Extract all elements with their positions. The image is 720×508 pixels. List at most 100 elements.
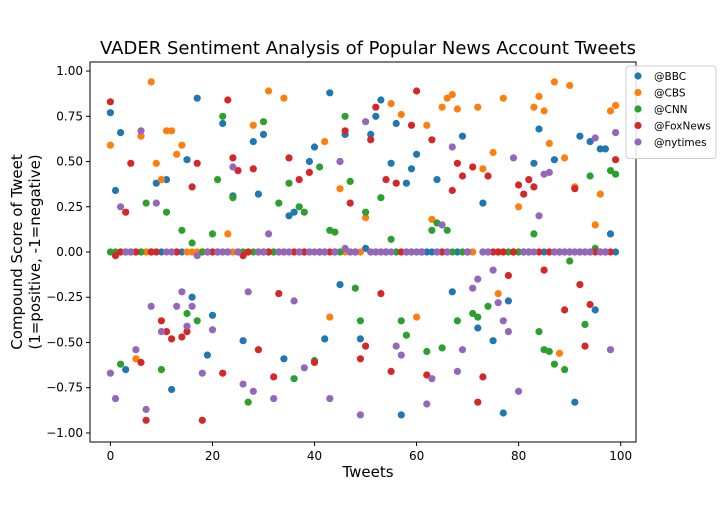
data-point [499,409,507,417]
data-point [520,248,528,256]
data-point [122,248,130,256]
data-point [356,411,364,419]
data-point [295,176,303,184]
data-point [162,208,171,216]
data-point [188,293,196,301]
data-point [224,96,232,104]
y-tick-label: −0.75 [46,381,83,395]
data-point [132,355,140,363]
data-point [566,248,574,256]
x-tick-label: 60 [409,449,424,463]
data-point [489,148,497,157]
data-point [300,364,308,372]
data-point [362,244,370,252]
data-point [499,248,507,256]
data-point [612,170,620,178]
y-tick-label: −0.50 [46,335,83,349]
data-point [331,248,339,256]
data-point [152,159,160,167]
x-ticks: 0 20 40 60 80 100 [107,442,632,463]
data-point [178,333,186,341]
data-point [127,248,135,256]
data-point [453,248,461,256]
data-point [157,176,165,184]
data-point [162,176,171,184]
y-tick-label: 0.00 [56,245,83,259]
data-point [586,248,594,256]
data-point [571,398,579,406]
data-point [474,103,482,111]
data-point [612,101,620,109]
data-point [137,132,145,140]
data-point [219,119,227,128]
data-point [591,306,599,314]
data-point [259,118,268,126]
data-point [316,248,324,256]
data-point [428,248,436,256]
data-point [152,248,160,256]
data-point [336,185,344,193]
data-point [438,248,446,256]
legend-marker [634,88,642,97]
data-point [428,375,436,383]
x-tick-label: 0 [107,449,115,463]
data-point [362,118,370,126]
data-point [214,248,222,256]
data-point [346,199,354,207]
data-point [591,134,599,142]
data-point [173,150,181,158]
data-point [489,337,497,345]
data-point [377,290,385,298]
data-point [601,248,610,256]
data-point [545,347,553,356]
data-point [540,266,548,274]
data-points [106,78,620,424]
data-point [106,141,114,149]
data-point [203,351,211,359]
data-point [183,322,191,330]
data-point [581,320,589,328]
data-point [479,165,487,173]
data-point [229,163,237,171]
data-point [515,248,523,256]
chart-title: VADER Sentiment Analysis of Popular News… [100,38,636,59]
data-point [448,186,456,195]
data-point [407,165,416,173]
data-point [106,109,114,117]
data-point [111,252,120,260]
data-point [561,306,569,314]
data-point [356,248,364,256]
data-point [550,78,559,86]
data-point [509,248,518,256]
data-point [193,317,201,325]
data-point [224,230,232,238]
data-point [469,309,477,318]
data-point [550,248,559,256]
data-point [290,248,298,256]
data-point [443,226,451,234]
y-axis-label-line-1: Compound Score of Tweet [8,154,26,350]
data-point [504,248,512,256]
data-point [244,398,252,406]
data-point [341,244,349,252]
data-point [111,186,120,195]
data-point [530,183,538,191]
data-point [295,248,303,256]
data-point [392,119,400,128]
data-point [275,199,283,207]
data-point [117,248,125,256]
data-point [367,248,375,256]
data-point [530,248,538,256]
data-point [157,248,165,256]
data-point [178,141,186,149]
data-point [219,369,227,377]
data-point [397,248,405,256]
data-point [137,358,145,366]
data-point [606,248,615,256]
y-axis-label: Compound Score of Tweet (1=positive, -1=… [8,154,44,350]
data-point [157,328,165,336]
data-point [183,156,191,164]
data-point [489,266,497,274]
legend-marker [634,72,642,80]
data-point [356,355,364,363]
